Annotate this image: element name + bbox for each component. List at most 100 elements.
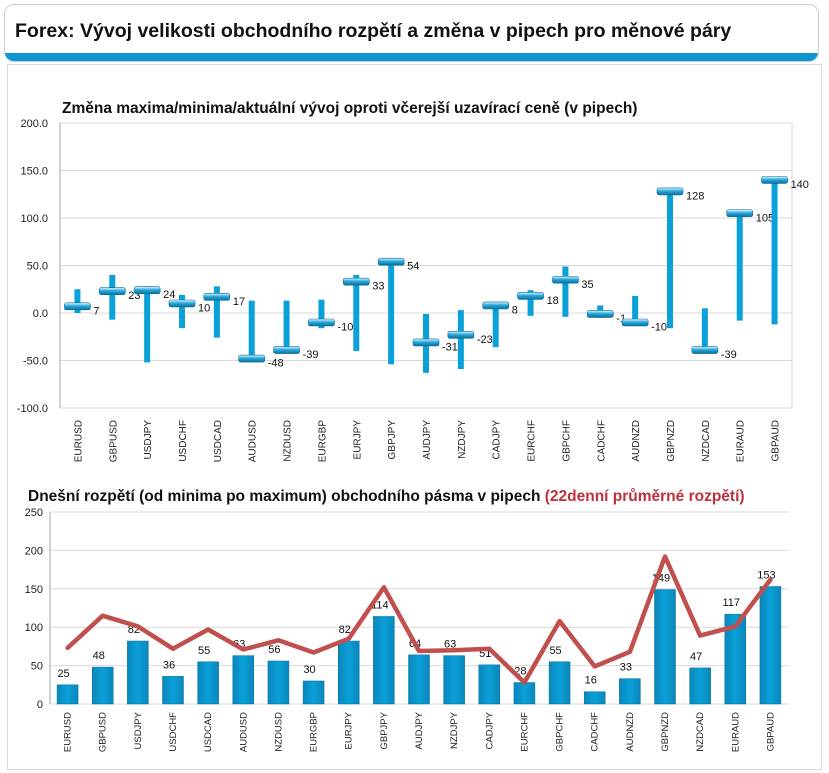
x-tick-label: EURJPY xyxy=(344,711,355,749)
x-tick-label: GBPJPY xyxy=(387,420,398,460)
y-tick-label: 200.0 xyxy=(20,118,48,130)
current-marker xyxy=(133,286,161,295)
range-bar xyxy=(248,300,255,361)
current-marker xyxy=(64,302,91,311)
range-bar xyxy=(759,586,782,705)
current-marker xyxy=(308,318,335,327)
range-bar xyxy=(701,308,708,352)
x-tick-label: EURUSD xyxy=(73,420,84,462)
value-label: 18 xyxy=(547,295,559,307)
value-label: 47 xyxy=(690,651,702,663)
x-tick-label: NZDJPY xyxy=(457,420,468,459)
current-marker xyxy=(98,287,126,295)
value-label: 25 xyxy=(57,668,69,680)
value-label: 63 xyxy=(444,639,456,651)
x-tick-label: CADCHF xyxy=(596,420,607,462)
x-tick-label: GBPAUD xyxy=(771,420,782,462)
value-label: -39 xyxy=(721,349,737,361)
header-band xyxy=(5,53,818,61)
y-tick-label: 0.0 xyxy=(33,308,48,320)
x-tick-label: CADJPY xyxy=(492,420,503,460)
value-label: 16 xyxy=(585,675,597,687)
x-tick-label: USDJPY xyxy=(143,420,154,460)
x-tick-label: GBPNZD xyxy=(666,420,677,462)
current-marker xyxy=(168,299,196,308)
current-marker xyxy=(342,277,370,286)
current-marker xyxy=(656,187,684,196)
range-bar xyxy=(109,275,116,320)
x-tick-label: NZDUSD xyxy=(273,712,284,752)
x-tick-label: AUDUSD xyxy=(248,420,259,462)
y-tick-label: -50.0 xyxy=(23,356,48,368)
range-bar xyxy=(654,589,676,705)
x-tick-label: EURAUD xyxy=(730,712,741,752)
y-tick-label: 100.0 xyxy=(20,213,48,225)
value-label: 140 xyxy=(791,179,809,191)
x-tick-label: GBPNZD xyxy=(660,712,671,752)
current-marker xyxy=(621,318,649,327)
value-label: 128 xyxy=(686,190,704,202)
range-bar xyxy=(162,676,184,705)
x-tick-label: AUDJPY xyxy=(414,711,425,749)
page-header: Forex: Vývoj velikosti obchodního rozpět… xyxy=(4,4,819,62)
current-marker xyxy=(377,257,405,266)
value-label: 35 xyxy=(581,279,593,291)
value-label: 55 xyxy=(549,645,561,657)
range-bar xyxy=(771,178,778,325)
x-tick-label: EURGBP xyxy=(309,712,320,752)
x-tick-label: USDCHF xyxy=(178,420,189,462)
range-bar xyxy=(337,640,360,705)
y-tick-label: 150 xyxy=(25,584,43,596)
x-tick-label: CADJPY xyxy=(484,711,495,749)
value-label: 8 xyxy=(512,304,518,316)
current-marker xyxy=(726,209,754,218)
current-marker xyxy=(273,346,300,354)
y-tick-label: 50 xyxy=(31,661,43,673)
x-tick-label: EURJPY xyxy=(352,420,363,460)
value-label: 36 xyxy=(163,659,175,671)
value-label: 54 xyxy=(407,261,419,273)
value-label: 48 xyxy=(93,650,105,662)
range-bar xyxy=(736,209,743,321)
x-tick-label: EURAUD xyxy=(736,420,747,462)
value-label: -1 xyxy=(616,313,626,325)
range-bar xyxy=(619,678,641,705)
value-label: -10 xyxy=(651,322,667,334)
current-marker xyxy=(238,354,266,363)
y-tick-label: 50.0 xyxy=(27,261,48,273)
value-label: -10 xyxy=(337,322,353,334)
x-tick-label: NZDCAD xyxy=(695,712,706,752)
range-bar xyxy=(127,640,149,705)
value-label: 82 xyxy=(339,624,351,636)
y-tick-label: 0 xyxy=(37,699,43,711)
value-label: 10 xyxy=(198,303,210,315)
x-tick-label: AUDJPY xyxy=(422,420,433,460)
y-tick-label: 100 xyxy=(25,622,43,634)
y-tick-label: 250 xyxy=(25,507,43,519)
chart2-title-highlight: (22denní průměrné rozpětí) xyxy=(544,488,745,505)
value-label: 117 xyxy=(723,597,741,609)
range-bar xyxy=(724,613,747,705)
range-bar xyxy=(513,682,536,705)
value-label: 30 xyxy=(303,664,315,676)
range-bar xyxy=(667,187,673,329)
value-label: 105 xyxy=(756,212,774,224)
range-bar xyxy=(74,289,81,313)
range-bar xyxy=(478,664,501,705)
current-marker xyxy=(447,331,475,339)
x-tick-label: EURGBP xyxy=(317,420,328,463)
current-marker xyxy=(691,346,719,354)
range-bar xyxy=(443,655,465,705)
x-tick-label: GBPCHF xyxy=(561,420,572,462)
x-tick-label: EURCHF xyxy=(519,712,530,752)
current-marker xyxy=(412,338,440,347)
range-bar xyxy=(232,655,255,705)
range-bar xyxy=(457,310,464,370)
value-label: 17 xyxy=(233,296,245,308)
range-bar xyxy=(56,684,79,705)
range-bar xyxy=(283,300,290,353)
range-bar xyxy=(197,661,219,705)
range-bar xyxy=(302,680,325,705)
y-tick-label: -100.0 xyxy=(17,403,48,415)
